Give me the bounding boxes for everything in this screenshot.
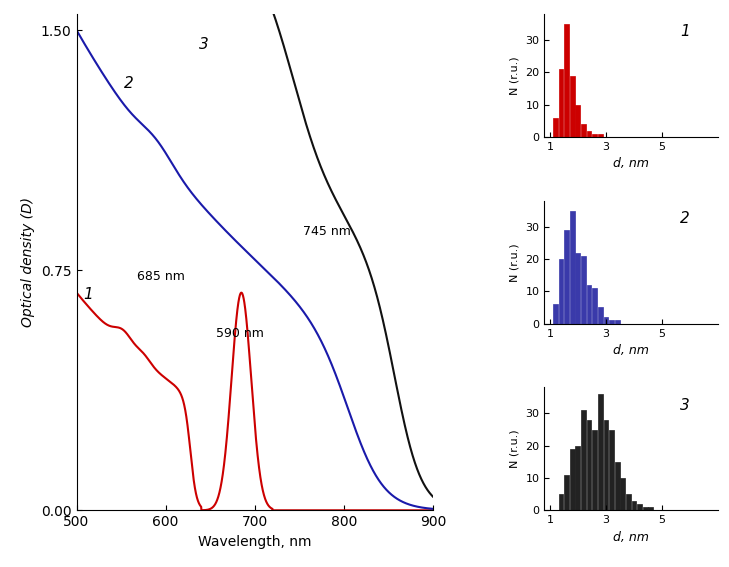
Bar [598,394,603,510]
Text: 745 nm: 745 nm [303,225,351,238]
Bar [604,317,608,324]
Bar [575,446,580,510]
Bar [593,430,597,510]
Bar [626,494,631,510]
Bar [570,449,574,510]
Text: 685 nm: 685 nm [137,270,185,283]
Bar [553,117,558,137]
Bar [570,75,574,137]
Bar [564,24,569,137]
Bar [564,475,569,510]
Text: 1: 1 [680,24,690,39]
X-axis label: d, nm: d, nm [613,158,649,171]
Bar [648,507,653,510]
Bar [598,307,603,324]
Y-axis label: N (r.u.): N (r.u.) [510,430,520,468]
Text: 590 nm: 590 nm [216,328,263,340]
Bar [631,501,636,510]
Bar [564,230,569,324]
Y-axis label: N (r.u.): N (r.u.) [510,56,520,95]
Y-axis label: N (r.u.): N (r.u.) [510,243,520,282]
Bar [575,105,580,137]
Bar [553,304,558,324]
Text: 2: 2 [680,211,690,226]
Bar [587,130,591,137]
Bar [637,504,642,510]
Bar [643,507,647,510]
Text: 1: 1 [83,287,93,302]
Bar [558,69,564,137]
Bar [587,420,591,510]
Bar [581,124,586,137]
Bar [558,259,564,324]
Bar [558,494,564,510]
Bar [575,252,580,324]
X-axis label: d, nm: d, nm [613,531,649,544]
Bar [581,410,586,510]
Bar [609,430,614,510]
Text: 3: 3 [680,397,690,413]
Y-axis label: Optical density (D): Optical density (D) [21,197,36,327]
Bar [598,134,603,137]
Bar [604,420,608,510]
Bar [593,288,597,324]
Bar [593,134,597,137]
Bar [615,320,620,324]
X-axis label: d, nm: d, nm [613,344,649,357]
Bar [570,210,574,324]
Text: 2: 2 [124,76,133,91]
Bar [581,256,586,324]
X-axis label: Wavelength, nm: Wavelength, nm [198,535,311,549]
Bar [609,320,614,324]
Bar [587,285,591,324]
Bar [620,478,625,510]
Bar [615,462,620,510]
Text: 3: 3 [198,37,208,52]
